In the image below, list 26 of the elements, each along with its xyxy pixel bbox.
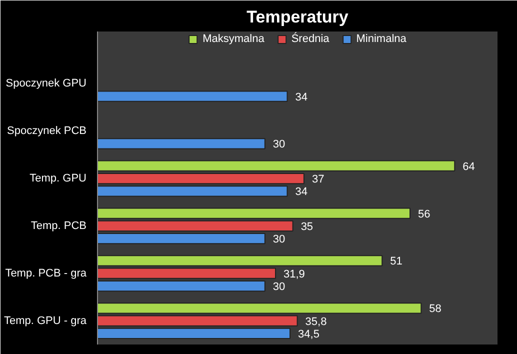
data-label: 30 xyxy=(272,281,286,294)
legend-label: Średnia xyxy=(291,33,330,45)
data-label: 35 xyxy=(300,220,314,233)
data-label: 34,5 xyxy=(298,328,320,340)
data-label: 35,8 xyxy=(305,316,327,328)
data-label: 30 xyxy=(272,234,286,246)
legend-label: Maksymalna xyxy=(202,33,264,45)
data-label: 37 xyxy=(312,174,324,186)
data-label: 64 xyxy=(462,160,475,173)
data-label: 56 xyxy=(418,208,430,220)
data-label: 51 xyxy=(390,256,402,268)
bar xyxy=(98,90,288,102)
data-label: 30 xyxy=(272,138,286,151)
bar xyxy=(98,138,266,150)
y-tick-label: Temp. GPU - gra xyxy=(4,314,88,327)
data-label: 34 xyxy=(295,91,308,104)
y-tick-label: Spoczynek PCB xyxy=(7,125,87,138)
chart-title: Temperatury xyxy=(246,8,349,26)
data-label: 58 xyxy=(429,303,442,316)
data-label: 34 xyxy=(295,186,308,198)
y-tick-label: Temp. PCB - gra xyxy=(5,267,88,280)
y-tick-label: Temp. GPU xyxy=(30,172,87,185)
data-label: 31,9 xyxy=(284,268,305,280)
y-tick-label: Temp. PCB xyxy=(30,220,87,232)
legend-label: Minimalna xyxy=(356,33,406,45)
y-tick-label: Spoczynek GPU xyxy=(6,78,87,90)
